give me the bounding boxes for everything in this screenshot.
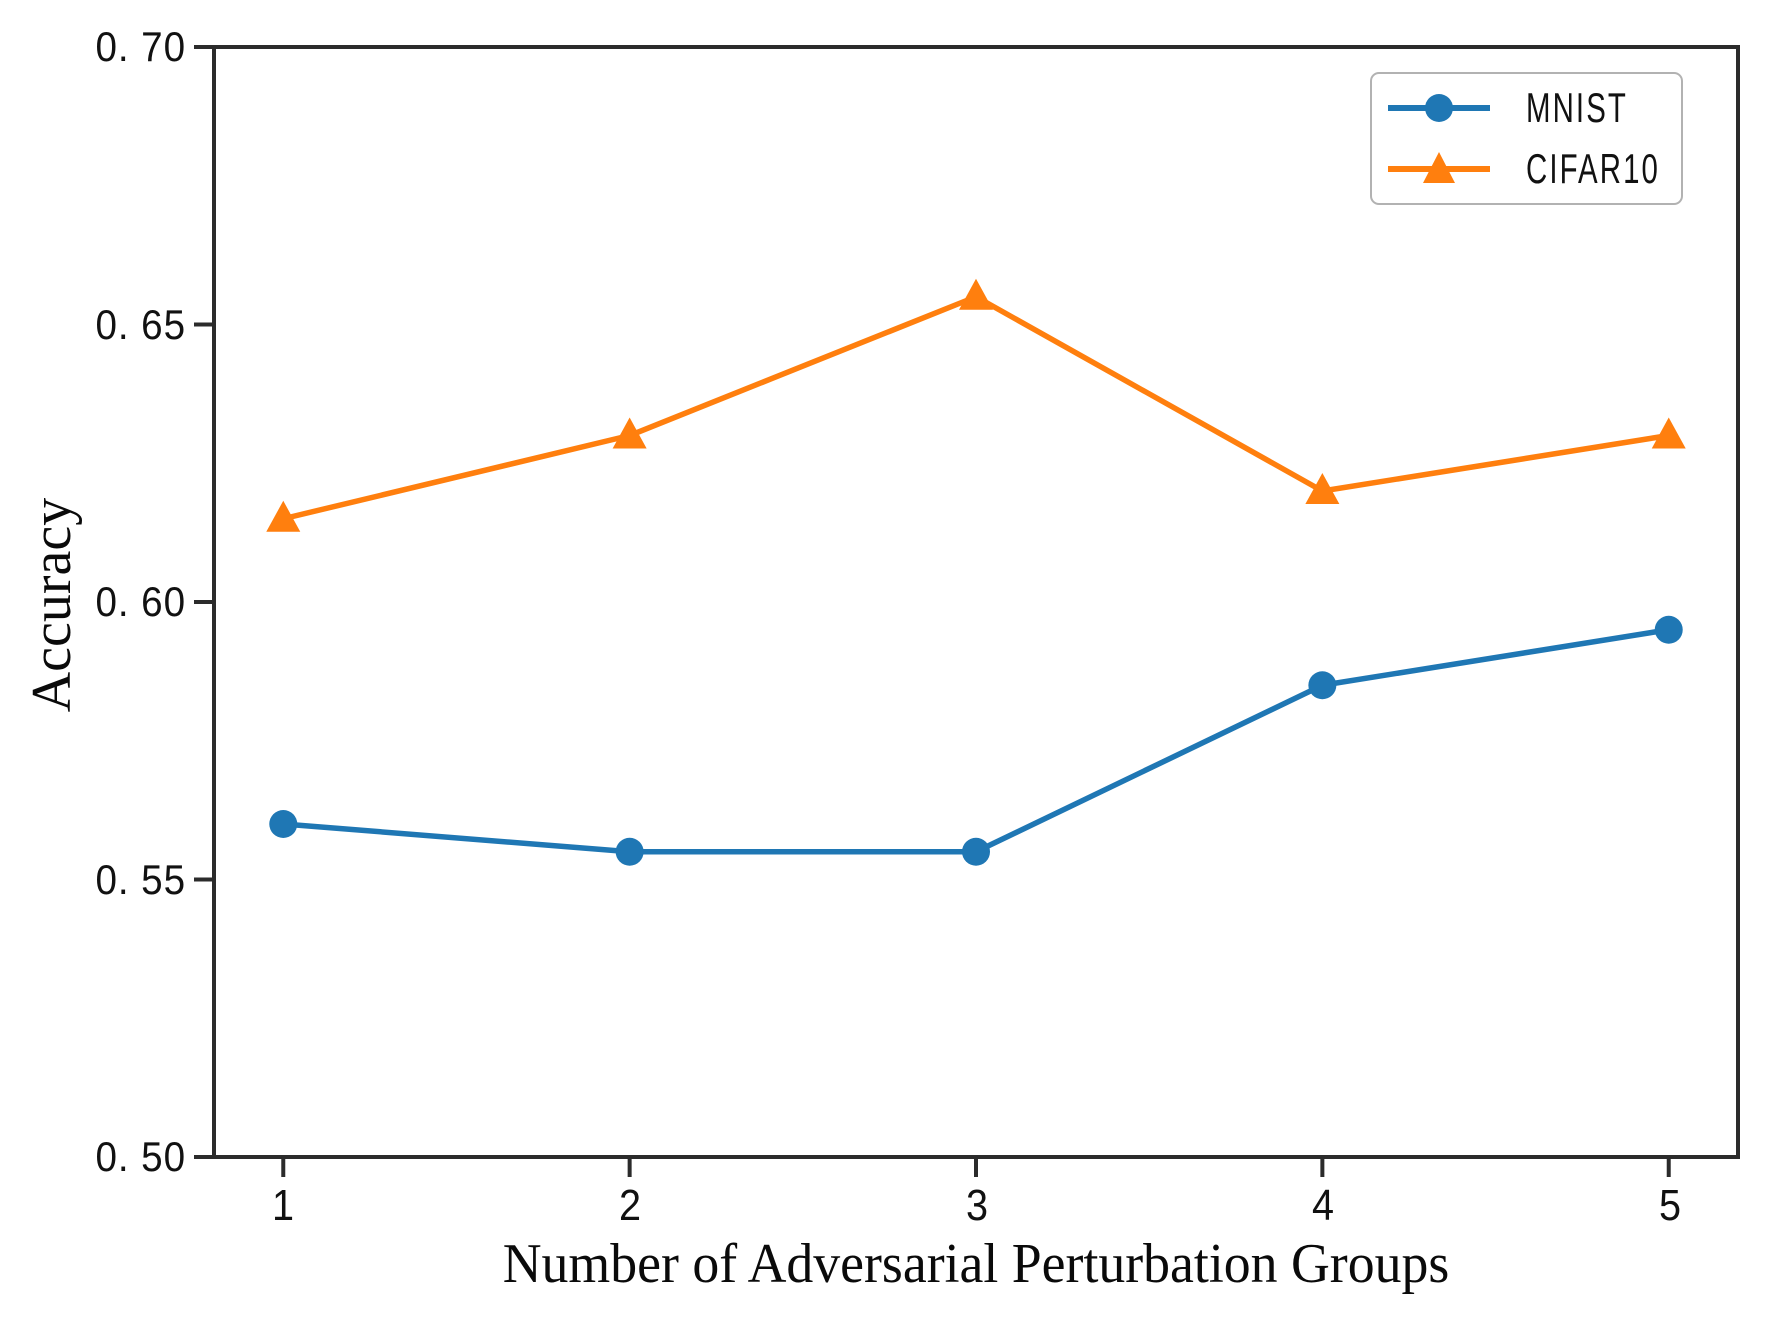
x-tick-label: 4 <box>1311 1181 1335 1230</box>
legend-label-cifar10: CIFAR10 <box>1526 144 1660 192</box>
legend: MNIST CIFAR10 <box>1370 72 1683 205</box>
legend-item-mnist: MNIST <box>1372 80 1681 136</box>
x-tick-label: 3 <box>965 1181 989 1230</box>
y-axis-title: Accuracy <box>21 497 83 713</box>
y-tick-label: 0. 55 <box>95 856 186 903</box>
legend-label-mnist: MNIST <box>1526 84 1628 132</box>
x-tick-label: 1 <box>271 1181 295 1230</box>
y-tick-label: 0. 70 <box>95 23 186 70</box>
y-tick-label: 0. 65 <box>95 301 186 348</box>
x-tick-label: 2 <box>618 1181 642 1230</box>
cifar10-line-triangle-icon <box>1388 151 1490 183</box>
legend-item-cifar10: CIFAR10 <box>1372 141 1681 197</box>
y-tick-label: 0. 50 <box>95 1133 186 1180</box>
x-tick-label: 5 <box>1658 1181 1682 1230</box>
mnist-line-circle-icon <box>1388 94 1490 123</box>
y-tick-label: 0. 60 <box>95 578 186 625</box>
x-axis-title: Number of Adversarial Perturbation Group… <box>502 1233 1450 1295</box>
